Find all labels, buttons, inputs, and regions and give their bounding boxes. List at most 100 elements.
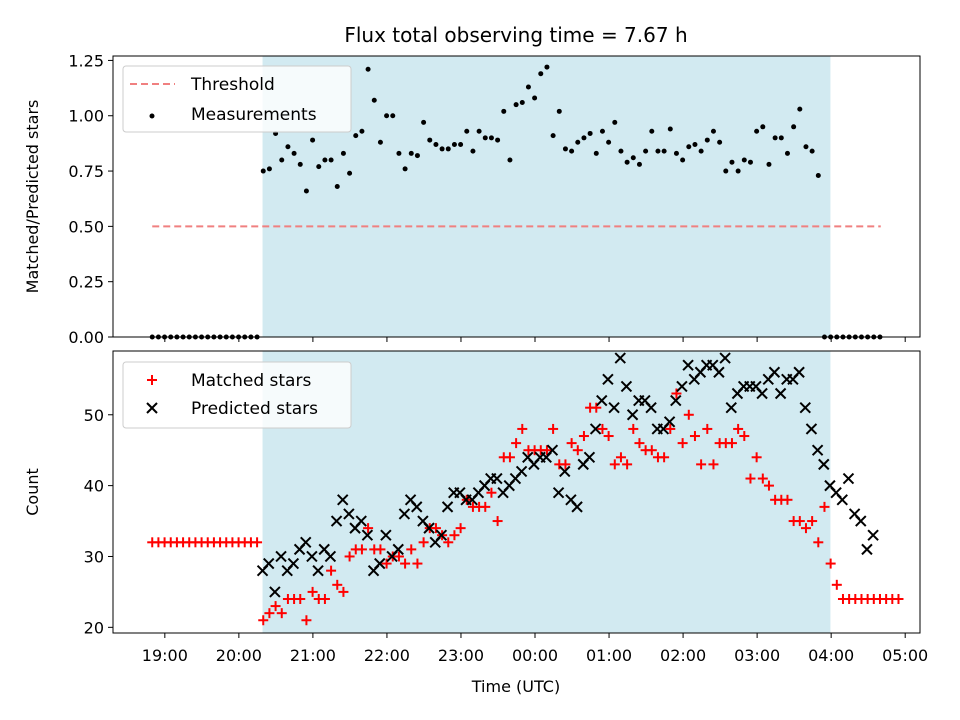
predicted-point	[799, 401, 811, 414]
predicted-point	[583, 451, 596, 463]
bottom-panel-marks	[147, 352, 904, 626]
predicted-point	[855, 515, 867, 527]
matched-point	[430, 523, 441, 534]
matched-point	[295, 593, 306, 604]
predicted-point	[398, 508, 411, 520]
matched-point	[393, 551, 404, 562]
top-x-ticks	[164, 337, 906, 342]
measurement-point	[421, 119, 427, 125]
measurement-point	[297, 161, 303, 167]
matched-point	[671, 388, 682, 399]
predicted-point	[818, 458, 830, 471]
measurement-point	[618, 148, 624, 154]
matched-legend-swatch	[147, 375, 157, 385]
matched-point	[628, 423, 639, 434]
measurement-point	[266, 166, 272, 172]
matched-point	[733, 423, 744, 434]
x-tick-label: 03:00	[734, 646, 780, 665]
predicted-point	[589, 423, 602, 435]
measurement-point	[544, 64, 550, 70]
x-tick-label: 21:00	[290, 646, 336, 665]
matched-point	[264, 608, 275, 619]
measurement-point	[612, 119, 618, 125]
measurement-point	[285, 144, 291, 150]
predicted-point	[559, 465, 571, 478]
predicted-point	[719, 352, 731, 364]
top-panel-frame	[112, 55, 921, 338]
measurement-point	[260, 168, 266, 174]
predicted-point	[756, 387, 768, 400]
measurements-legend-label: Measurements	[191, 105, 317, 125]
measurement-point	[495, 137, 501, 143]
measurement-point	[815, 172, 821, 178]
measurements-legend-swatch	[149, 113, 155, 119]
matched-point	[634, 438, 645, 449]
matched-point	[702, 423, 713, 434]
matched-point	[252, 537, 263, 548]
y-tick-label: 30	[84, 547, 104, 566]
predicted-point	[645, 401, 657, 414]
matched-point	[696, 459, 707, 470]
matched-point	[566, 438, 577, 449]
matched-point	[597, 423, 608, 434]
predicted-point	[805, 423, 818, 435]
x-tick-label: 00:00	[512, 646, 558, 665]
matched-point	[683, 409, 694, 420]
predicted-point	[374, 557, 386, 570]
matched-point	[375, 544, 386, 555]
matched-point	[258, 615, 269, 626]
measurement-point	[322, 157, 328, 163]
matched-point	[560, 459, 571, 470]
bottom-y-ticks: 20 30 40 50	[84, 406, 113, 637]
measurement-point	[347, 170, 353, 176]
measurement-point	[377, 139, 383, 145]
measurement-point	[316, 164, 322, 170]
measurement-point	[784, 150, 790, 156]
predicted-point	[306, 550, 318, 563]
y-tick-label: 0.25	[68, 273, 104, 292]
bottom-legend-box	[122, 361, 352, 429]
measurement-point	[519, 99, 525, 105]
measurement-point	[630, 155, 636, 161]
measurement-point	[482, 135, 488, 141]
observing-window-shade-bottom	[262, 351, 831, 633]
predicted-point	[269, 586, 281, 598]
measurement-point	[390, 113, 396, 119]
measurement-point	[433, 142, 439, 148]
measurement-point	[581, 135, 587, 141]
predicted-point	[842, 472, 855, 485]
matched-point	[591, 402, 602, 413]
predicted-point	[682, 359, 694, 371]
x-tick-label: 02:00	[660, 646, 706, 665]
top-legend-box	[122, 65, 352, 133]
measurement-point	[717, 139, 723, 145]
measurement-point	[655, 148, 661, 154]
measurement-point	[427, 137, 433, 143]
matched-point	[677, 438, 688, 449]
predicted-point	[793, 366, 805, 378]
matched-point	[622, 459, 633, 470]
predicted-point	[571, 501, 583, 513]
bottom-x-ticks: 19:00 20:00 21:00 22:00 23:00 00:00 01:00 02:00…	[142, 633, 928, 665]
top-panel: 0.00 0.25 0.50 0.75 1.00 1.25 Matched/Predict…	[23, 51, 921, 347]
measurement-point	[686, 144, 692, 150]
measurement-point	[797, 106, 803, 112]
measurement-point	[803, 144, 809, 150]
measurement-point	[729, 159, 735, 165]
measurement-point	[562, 146, 568, 152]
measurement-point	[303, 188, 309, 194]
measurement-point	[735, 168, 741, 174]
measurement-point	[279, 157, 285, 163]
measurement-point	[680, 157, 686, 163]
matched-point	[418, 537, 429, 548]
matched-point	[689, 431, 700, 442]
matched-point	[511, 438, 522, 449]
measurement-point	[760, 124, 766, 130]
measurement-point	[575, 139, 581, 145]
predicted-point	[725, 401, 737, 414]
measurement-point	[569, 148, 575, 154]
matched-point	[726, 438, 737, 449]
measurement-point	[599, 128, 605, 134]
predicted-point	[663, 416, 676, 428]
matched-point	[800, 523, 811, 534]
